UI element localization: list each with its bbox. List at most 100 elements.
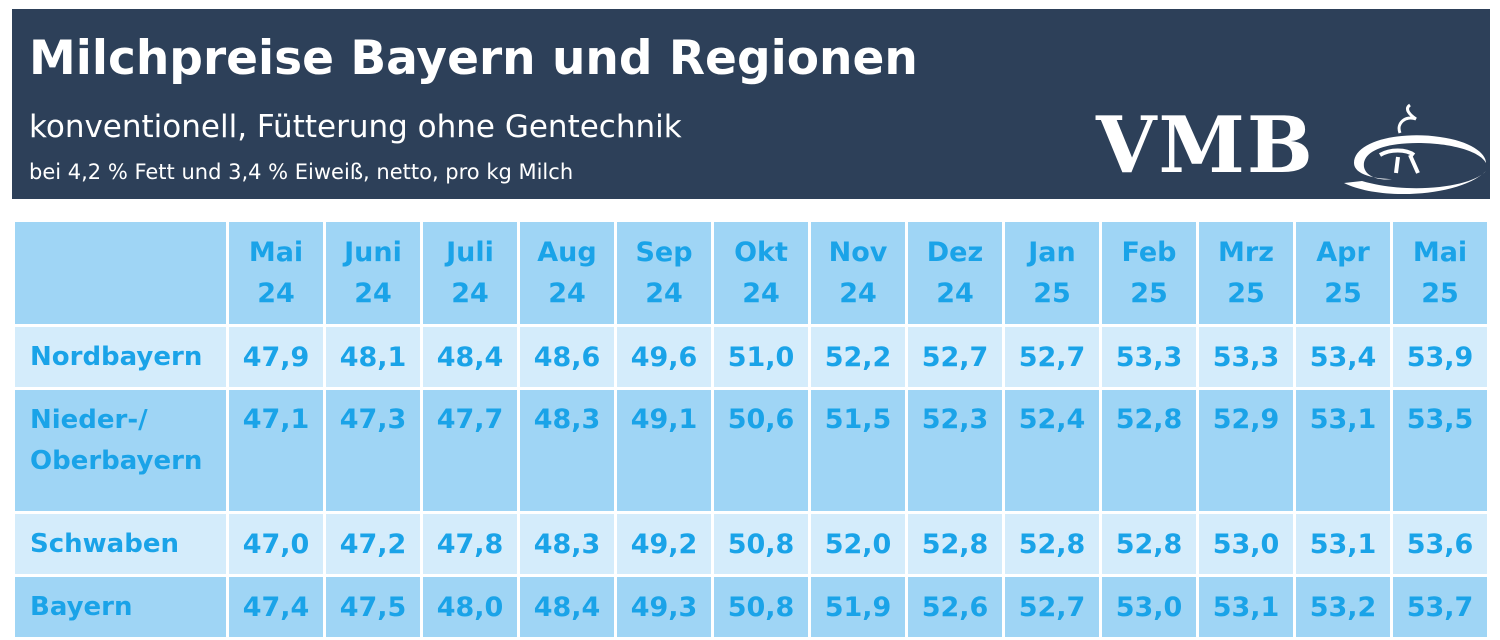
- year-label: 24: [839, 278, 877, 309]
- price-cell: 50,8: [711, 511, 811, 577]
- month-header: Dez 24: [905, 219, 1005, 327]
- region-name: Bayern: [12, 574, 229, 640]
- price-cell: 53,0: [1099, 574, 1199, 640]
- month-label: Sep: [635, 237, 693, 268]
- year-label: 24: [645, 278, 683, 309]
- price-cell: 52,4: [1002, 387, 1102, 514]
- month-label: Mrz: [1218, 237, 1274, 268]
- price-cell: 53,1: [1293, 387, 1393, 514]
- month-label: Jan: [1028, 237, 1076, 268]
- price-cell: 52,8: [905, 511, 1005, 577]
- year-label: 24: [742, 278, 780, 309]
- month-label: Juli: [446, 237, 494, 268]
- price-cell: 52,7: [1002, 574, 1102, 640]
- price-cell: 53,4: [1293, 324, 1393, 390]
- table-row: Nordbayern 47,9 48,1 48,4 48,6 49,6 51,0 52,2 52…: [12, 324, 1490, 390]
- price-cell: 53,9: [1390, 324, 1490, 390]
- logo-swirl-icon: [1344, 103, 1486, 195]
- price-cell: 53,3: [1196, 324, 1296, 390]
- page-subtitle: konventionell, Fütterung ohne Gentechnik: [29, 109, 682, 145]
- price-cell: 47,3: [323, 387, 423, 514]
- month-header: Mai 24: [226, 219, 326, 327]
- region-name: Nordbayern: [12, 324, 229, 390]
- price-cell: 49,3: [614, 574, 714, 640]
- price-cell: 48,4: [420, 324, 520, 390]
- region-name: Schwaben: [12, 511, 229, 577]
- page-note: bei 4,2 % Fett und 3,4 % Eiweiß, netto, …: [29, 160, 574, 184]
- price-cell: 53,1: [1196, 574, 1296, 640]
- price-cell: 53,2: [1293, 574, 1393, 640]
- year-label: 25: [1421, 278, 1459, 309]
- price-cell: 53,0: [1196, 511, 1296, 577]
- logo-text: VMB: [1096, 100, 1315, 191]
- month-header: Okt 24: [711, 219, 811, 327]
- table-header-row: Mai 24 Juni 24 Juli 24 Aug 24 Sep 24 Okt 24 Nov 24 Dez…: [12, 219, 1490, 327]
- price-cell: 47,9: [226, 324, 326, 390]
- month-header: Sep 24: [614, 219, 714, 327]
- month-label: Nov: [828, 237, 888, 268]
- year-label: 24: [257, 278, 295, 309]
- price-cell: 47,4: [226, 574, 326, 640]
- price-cell: 51,5: [808, 387, 908, 514]
- price-cell: 51,0: [711, 324, 811, 390]
- price-cell: 53,1: [1293, 511, 1393, 577]
- price-cell: 47,2: [323, 511, 423, 577]
- price-cell: 50,6: [711, 387, 811, 514]
- year-label: 25: [1227, 278, 1265, 309]
- price-cell: 52,7: [1002, 324, 1102, 390]
- price-cell: 52,8: [1099, 387, 1199, 514]
- month-label: Mai: [248, 237, 304, 268]
- month-header: Feb 25: [1099, 219, 1199, 327]
- price-cell: 51,9: [808, 574, 908, 640]
- price-cell: 52,8: [1099, 511, 1199, 577]
- price-cell: 49,1: [614, 387, 714, 514]
- month-label: Aug: [537, 237, 597, 268]
- month-header: Nov 24: [808, 219, 908, 327]
- price-cell: 47,0: [226, 511, 326, 577]
- month-header: Jan 25: [1002, 219, 1102, 327]
- month-header: Apr 25: [1293, 219, 1393, 327]
- header-corner-cell: [12, 219, 229, 327]
- year-label: 25: [1033, 278, 1071, 309]
- year-label: 24: [354, 278, 392, 309]
- price-cell: 52,8: [1002, 511, 1102, 577]
- month-label: Juni: [344, 237, 402, 268]
- region-name-line: Oberbayern: [30, 446, 203, 476]
- price-cell: 50,8: [711, 574, 811, 640]
- year-label: 25: [1130, 278, 1168, 309]
- month-header: Juni 24: [323, 219, 423, 327]
- price-cell: 52,2: [808, 324, 908, 390]
- price-cell: 53,7: [1390, 574, 1490, 640]
- price-cell: 48,0: [420, 574, 520, 640]
- year-label: 24: [451, 278, 489, 309]
- price-cell: 47,8: [420, 511, 520, 577]
- month-label: Okt: [734, 237, 788, 268]
- price-cell: 53,6: [1390, 511, 1490, 577]
- header-banner: Milchpreise Bayern und Regionen konventi…: [12, 9, 1490, 199]
- table-row: Nieder-/ Oberbayern 47,1 47,3 47,7 48,3 49,1 50…: [12, 387, 1490, 514]
- region-name: Nieder-/ Oberbayern: [12, 387, 229, 514]
- month-header: Mai 25: [1390, 219, 1490, 327]
- price-cell: 52,3: [905, 387, 1005, 514]
- page-title: Milchpreise Bayern und Regionen: [29, 31, 918, 86]
- price-cell: 47,5: [323, 574, 423, 640]
- month-label: Mai: [1412, 237, 1468, 268]
- year-label: 25: [1324, 278, 1362, 309]
- price-cell: 49,2: [614, 511, 714, 577]
- price-cell: 48,4: [517, 574, 617, 640]
- price-cell: 49,6: [614, 324, 714, 390]
- year-label: 24: [548, 278, 586, 309]
- month-header: Juli 24: [420, 219, 520, 327]
- price-cell: 52,7: [905, 324, 1005, 390]
- price-cell: 48,3: [517, 387, 617, 514]
- price-cell: 47,7: [420, 387, 520, 514]
- month-label: Dez: [926, 237, 984, 268]
- price-cell: 53,3: [1099, 324, 1199, 390]
- region-name-line: Nieder-/: [30, 405, 148, 435]
- price-cell: 52,0: [808, 511, 908, 577]
- year-label: 24: [936, 278, 974, 309]
- table-row: Bayern 47,4 47,5 48,0 48,4 49,3 50,8 51,9 52,6 52…: [12, 574, 1490, 640]
- price-cell: 48,6: [517, 324, 617, 390]
- price-cell: 53,5: [1390, 387, 1490, 514]
- month-header: Aug 24: [517, 219, 617, 327]
